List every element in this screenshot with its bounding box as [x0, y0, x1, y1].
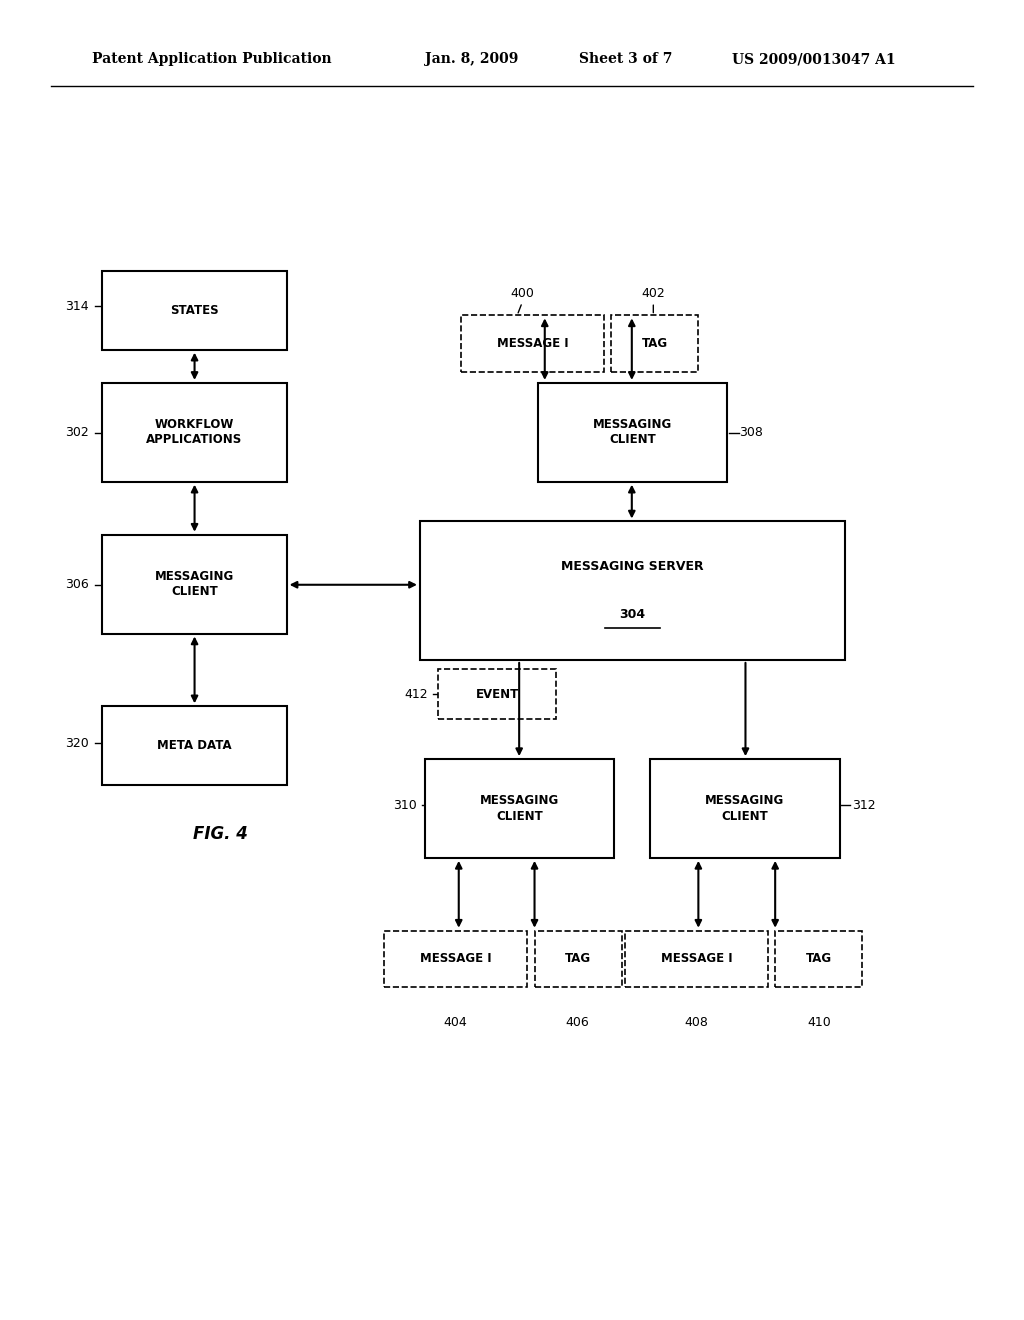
Text: 310: 310 — [393, 799, 417, 812]
Text: FIG. 4: FIG. 4 — [193, 825, 248, 843]
Text: 320: 320 — [66, 737, 89, 750]
Text: Jan. 8, 2009: Jan. 8, 2009 — [425, 53, 518, 66]
Bar — [461, 315, 604, 372]
Text: MESSAGING
CLIENT: MESSAGING CLIENT — [706, 795, 784, 822]
Bar — [102, 271, 287, 350]
Text: MESSAGE I: MESSAGE I — [497, 338, 568, 350]
Text: MESSAGING
CLIENT: MESSAGING CLIENT — [480, 795, 559, 822]
Text: MESSAGING
CLIENT: MESSAGING CLIENT — [593, 418, 672, 446]
Text: US 2009/0013047 A1: US 2009/0013047 A1 — [732, 53, 896, 66]
Text: META DATA: META DATA — [158, 739, 231, 752]
Text: 308: 308 — [739, 426, 763, 440]
Text: 408: 408 — [684, 1016, 709, 1030]
Bar — [102, 383, 287, 482]
Bar — [535, 931, 622, 987]
Text: WORKFLOW
APPLICATIONS: WORKFLOW APPLICATIONS — [146, 418, 243, 446]
Text: 306: 306 — [66, 578, 89, 591]
Bar — [438, 669, 556, 719]
Bar — [538, 383, 727, 482]
Text: 302: 302 — [66, 426, 89, 440]
Text: TAG: TAG — [642, 338, 668, 350]
Bar — [650, 759, 840, 858]
Text: STATES: STATES — [170, 304, 219, 317]
Text: 412: 412 — [404, 688, 428, 701]
Text: MESSAGE I: MESSAGE I — [420, 953, 492, 965]
Text: MESSAGING
CLIENT: MESSAGING CLIENT — [155, 570, 234, 598]
Bar — [384, 931, 527, 987]
Bar — [425, 759, 614, 858]
Text: EVENT: EVENT — [475, 688, 519, 701]
Bar — [775, 931, 862, 987]
Bar — [611, 315, 698, 372]
Text: 410: 410 — [807, 1016, 831, 1030]
Text: 404: 404 — [443, 1016, 468, 1030]
Text: 314: 314 — [66, 300, 89, 313]
Text: TAG: TAG — [565, 953, 591, 965]
Text: TAG: TAG — [806, 953, 831, 965]
Text: 400: 400 — [510, 286, 535, 300]
Text: 406: 406 — [565, 1016, 590, 1030]
Text: 304: 304 — [620, 609, 645, 620]
Bar — [102, 706, 287, 785]
Bar — [420, 521, 845, 660]
Text: MESSAGE I: MESSAGE I — [660, 953, 732, 965]
Text: 312: 312 — [852, 799, 876, 812]
Text: 402: 402 — [641, 286, 666, 300]
Text: MESSAGING SERVER: MESSAGING SERVER — [561, 561, 703, 573]
Text: Sheet 3 of 7: Sheet 3 of 7 — [579, 53, 672, 66]
Bar — [625, 931, 768, 987]
Text: Patent Application Publication: Patent Application Publication — [92, 53, 332, 66]
Bar — [102, 535, 287, 634]
